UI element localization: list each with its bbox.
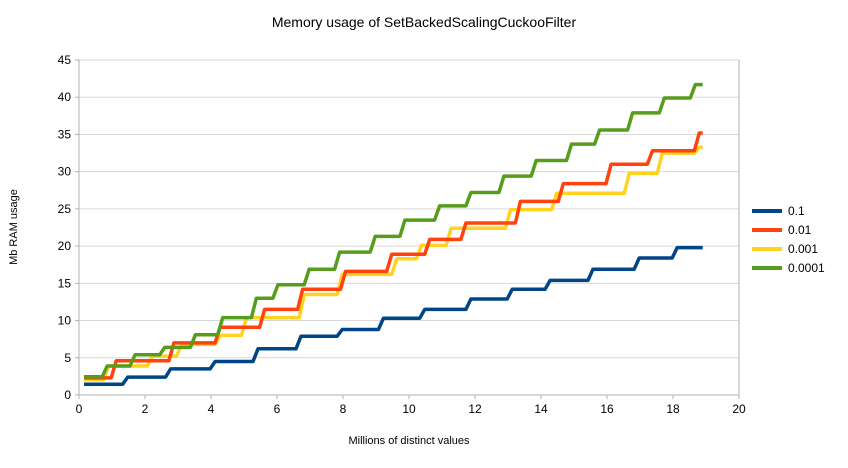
x-tick-label: 18 [666, 402, 680, 416]
x-tick-label: 4 [208, 402, 215, 416]
y-tick-label: 30 [58, 165, 72, 179]
x-tick-label: 12 [468, 402, 482, 416]
x-tick-label: 20 [732, 402, 746, 416]
y-tick-label: 15 [58, 276, 72, 290]
x-tick-label: 2 [142, 402, 149, 416]
y-axis-title: Mb RAM usage [8, 189, 20, 265]
series-line-0.001 [84, 145, 703, 382]
legend-label: 0.01 [788, 223, 812, 237]
legend-item: 0.1 [752, 205, 825, 217]
x-axis-title: Millions of distinct values [348, 435, 470, 447]
x-tick-label: 6 [274, 402, 281, 416]
x-tick-label: 16 [600, 402, 614, 416]
legend-item: 0.001 [752, 243, 825, 255]
legend: 0.1 0.01 0.001 0.0001 [752, 205, 825, 274]
legend-item: 0.0001 [752, 262, 825, 274]
y-tick-label: 25 [58, 202, 72, 216]
x-tick-label: 0 [76, 402, 83, 416]
legend-item: 0.01 [752, 224, 825, 236]
legend-label: 0.0001 [788, 261, 825, 275]
series-line-0.01 [84, 131, 703, 380]
x-tick-label: 14 [534, 402, 548, 416]
y-tick-label: 35 [58, 127, 72, 141]
legend-swatch-icon [752, 266, 782, 270]
series-line-0.0001 [84, 82, 703, 379]
x-tick-label: 10 [402, 402, 416, 416]
legend-swatch-icon [752, 228, 782, 232]
x-tick-label: 8 [340, 402, 347, 416]
y-tick-label: 40 [58, 90, 72, 104]
chart-title: Memory usage of SetBackedScalingCuckooFi… [271, 14, 577, 30]
y-tick-label: 5 [64, 351, 71, 365]
legend-label: 0.001 [788, 242, 819, 256]
legend-swatch-icon [752, 209, 782, 213]
y-tick-label: 10 [58, 314, 72, 328]
legend-swatch-icon [752, 247, 782, 251]
legend-label: 0.1 [788, 204, 805, 218]
series-line-0.1 [84, 245, 703, 386]
y-tick-label: 20 [58, 239, 72, 253]
y-tick-label: 45 [58, 53, 72, 67]
y-tick-label: 0 [64, 388, 71, 402]
